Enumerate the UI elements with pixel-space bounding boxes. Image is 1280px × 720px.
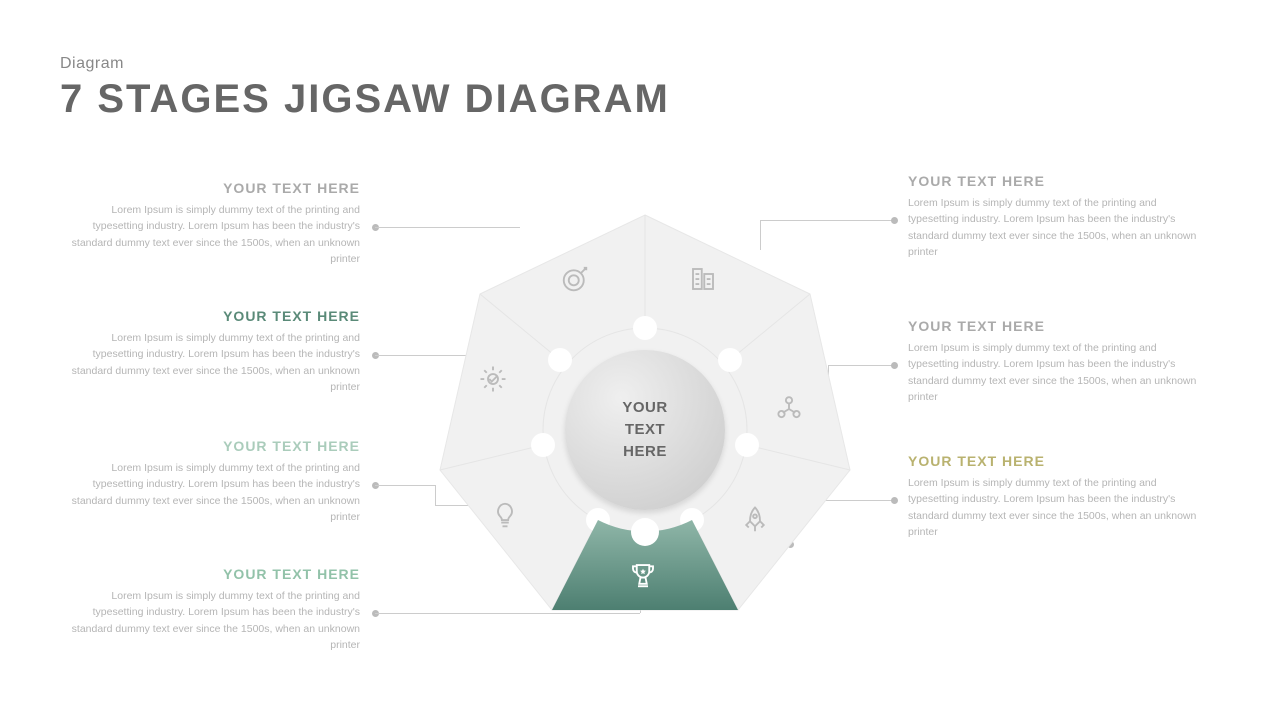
segment-L4: YOUR TEXT HERE Lorem Ipsum is simply dum… xyxy=(60,566,360,653)
segment-title: YOUR TEXT HERE xyxy=(60,438,360,454)
rocket-icon xyxy=(740,505,770,535)
segment-title: YOUR TEXT HERE xyxy=(908,173,1208,189)
target-icon xyxy=(560,264,590,294)
bulb-icon xyxy=(490,500,520,530)
segment-title: YOUR TEXT HERE xyxy=(908,318,1208,334)
segment-R1: YOUR TEXT HERE Lorem Ipsum is simply dum… xyxy=(908,173,1208,260)
segment-body: Lorem Ipsum is simply dummy text of the … xyxy=(908,340,1208,405)
building-icon xyxy=(688,264,718,294)
segment-title: YOUR TEXT HERE xyxy=(60,566,360,582)
page-title: 7 STAGES JIGSAW DIAGRAM xyxy=(60,77,1220,122)
center-text: YOURTEXTHERE xyxy=(622,397,667,462)
segment-title: YOUR TEXT HERE xyxy=(60,180,360,196)
segment-body: Lorem Ipsum is simply dummy text of the … xyxy=(60,588,360,653)
people-icon xyxy=(774,394,804,424)
page-subtitle: Diagram xyxy=(60,55,1220,73)
segment-body: Lorem Ipsum is simply dummy text of the … xyxy=(908,475,1208,540)
segment-body: Lorem Ipsum is simply dummy text of the … xyxy=(60,330,360,395)
trophy-icon xyxy=(628,560,658,590)
segment-body: Lorem Ipsum is simply dummy text of the … xyxy=(908,195,1208,260)
segment-body: Lorem Ipsum is simply dummy text of the … xyxy=(60,202,360,267)
segment-L1: YOUR TEXT HERE Lorem Ipsum is simply dum… xyxy=(60,180,360,267)
segment-L2: YOUR TEXT HERE Lorem Ipsum is simply dum… xyxy=(60,308,360,395)
segment-L3: YOUR TEXT HERE Lorem Ipsum is simply dum… xyxy=(60,438,360,525)
segment-title: YOUR TEXT HERE xyxy=(60,308,360,324)
segment-title: YOUR TEXT HERE xyxy=(908,453,1208,469)
segment-R2: YOUR TEXT HERE Lorem Ipsum is simply dum… xyxy=(908,318,1208,405)
center-circle: YOURTEXTHERE xyxy=(565,350,725,510)
segment-R3: YOUR TEXT HERE Lorem Ipsum is simply dum… xyxy=(908,453,1208,540)
gear-icon xyxy=(478,364,508,394)
segment-body: Lorem Ipsum is simply dummy text of the … xyxy=(60,460,360,525)
